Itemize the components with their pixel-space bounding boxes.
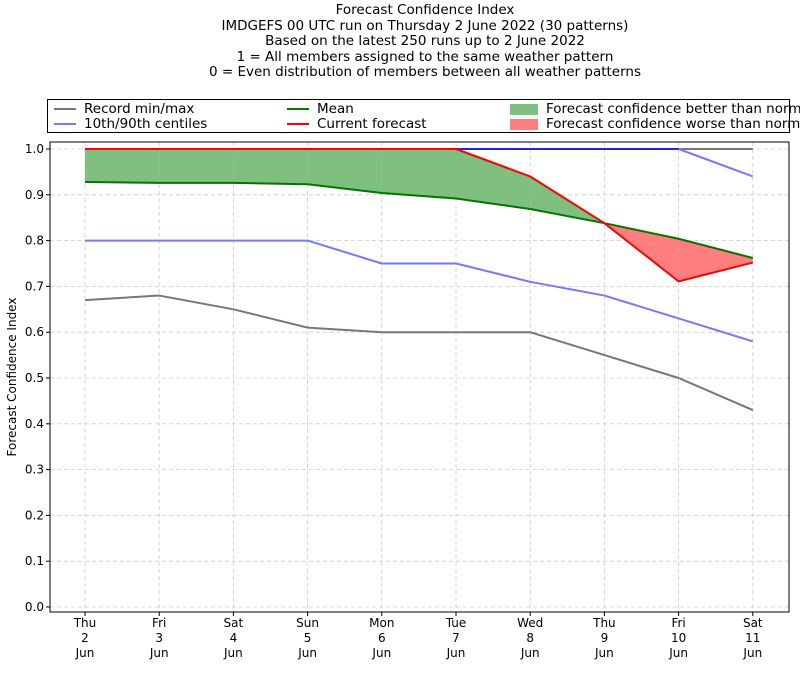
x-tick-label: 2	[81, 631, 89, 645]
legend-label-better: Forecast confidence better than normal	[546, 101, 800, 117]
legend-item-mean: Mean	[287, 101, 354, 117]
y-tick-label: 0.1	[25, 554, 44, 568]
current-forecast-line	[85, 148, 754, 283]
x-tick-label: 4	[230, 631, 238, 645]
chart-title-block: Forecast Confidence Index IMDGEFS 00 UTC…	[0, 2, 800, 81]
x-tick-label: Jun	[223, 646, 243, 660]
record-min-line	[84, 294, 754, 411]
chart-legend: Record min/max 10th/90th centiles Mean C…	[47, 99, 800, 133]
x-tick-label: 5	[304, 631, 312, 645]
legend-label-mean: Mean	[317, 101, 354, 117]
chart-subtitle-scale-min: 0 = Even distribution of members between…	[208, 64, 642, 81]
legend-item-centiles: 10th/90th centiles	[54, 116, 207, 132]
x-tick-label: 11	[745, 631, 760, 645]
legend-item-current: Current forecast	[287, 116, 427, 132]
y-tick-label: 0.9	[25, 188, 44, 202]
legend-item-worse: Forecast confidence worse than normal	[510, 116, 800, 132]
x-tick-label: Sat	[743, 616, 763, 630]
legend-label-record: Record min/max	[84, 101, 195, 117]
x-tick-label: Jun	[149, 646, 169, 660]
better-than-normal-area	[159, 149, 234, 183]
better-than-normal-area	[233, 149, 308, 185]
x-tick-label: Thu	[73, 616, 97, 630]
x-tick-label: 8	[526, 631, 534, 645]
better-than-normal-area	[307, 149, 382, 193]
x-tick-label: Jun	[668, 646, 688, 660]
y-tick-label: 0.6	[25, 325, 44, 339]
legend-item-record: Record min/max	[54, 101, 194, 117]
worse-than-normal-area	[678, 238, 753, 282]
x-tick-label: Jun	[75, 646, 95, 660]
x-tick-label: Jun	[594, 646, 614, 660]
x-tick-label: Fri	[671, 616, 685, 630]
legend-swatch-record	[54, 108, 76, 110]
x-tick-label: Jun	[742, 646, 762, 660]
legend-label-centiles: 10th/90th centiles	[84, 116, 208, 132]
chart-subtitle-basis: Based on the latest 250 runs up to 2 Jun…	[265, 33, 585, 50]
x-tick-label: 7	[452, 631, 460, 645]
chart-subtitle-run: IMDGEFS 00 UTC run on Thursday 2 June 20…	[221, 17, 629, 34]
line-layer	[84, 148, 754, 411]
y-tick-label: 0.0	[25, 600, 44, 614]
x-tick-label: Sun	[296, 616, 319, 630]
x-tick-label: Jun	[520, 646, 540, 660]
x-tick-label: Mon	[369, 616, 394, 630]
legend-label-worse: Forecast confidence worse than normal	[546, 116, 800, 132]
y-tick-label: 0.2	[25, 508, 44, 522]
legend-label-current: Current forecast	[317, 116, 427, 132]
mean-line	[84, 180, 754, 259]
chart-title: Forecast Confidence Index	[335, 2, 515, 18]
x-tick-label: Jun	[371, 646, 391, 660]
x-tick-label: Jun	[446, 646, 466, 660]
centile-10-line	[85, 239, 754, 343]
legend-swatch-centiles	[54, 123, 76, 125]
better-than-normal-area	[381, 149, 456, 199]
y-tick-label: 1.0	[25, 142, 44, 156]
y-tick-label: 0.3	[25, 463, 44, 477]
x-tick-label: Fri	[152, 616, 166, 630]
x-tick-label: Jun	[297, 646, 317, 660]
legend-swatch-better	[510, 103, 538, 115]
x-tick-label: Tue	[445, 616, 467, 630]
better-than-normal-area	[85, 149, 160, 183]
tick-layer: 0.00.10.20.30.40.50.60.70.80.91.0Thu2Jun…	[25, 142, 763, 660]
x-tick-label: 6	[378, 631, 386, 645]
better-than-normal-area	[456, 149, 531, 209]
x-tick-label: Thu	[592, 616, 616, 630]
plot-frame	[49, 141, 790, 613]
x-tick-label: 10	[671, 631, 686, 645]
chart-subtitle-scale-max: 1 = All members assigned to the same wea…	[236, 48, 614, 65]
x-tick-label: Sat	[224, 616, 244, 630]
y-tick-label: 0.5	[25, 371, 44, 385]
y-axis-label: Forecast Confidence Index	[5, 298, 19, 457]
y-tick-label: 0.8	[25, 234, 44, 248]
legend-item-better: Forecast confidence better than normal	[510, 101, 800, 117]
y-tick-label: 0.4	[25, 417, 44, 431]
legend-swatch-worse	[510, 118, 538, 130]
legend-swatch-mean	[287, 108, 309, 110]
x-tick-label: Wed	[517, 616, 543, 630]
x-tick-label: 3	[155, 631, 163, 645]
y-tick-label: 0.7	[25, 279, 44, 293]
legend-swatch-current	[287, 123, 309, 125]
x-tick-label: 9	[601, 631, 609, 645]
